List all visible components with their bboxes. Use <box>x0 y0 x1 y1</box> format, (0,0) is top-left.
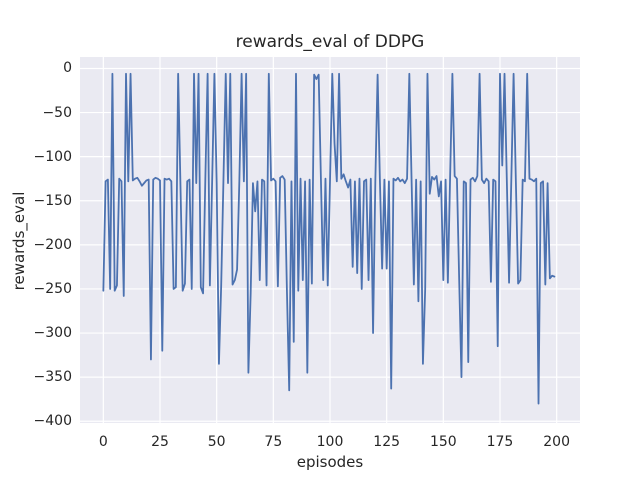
x-tick-label: 75 <box>264 434 283 450</box>
series-line <box>102 72 556 405</box>
x-tick-label: 175 <box>486 434 514 450</box>
x-tick-label: 150 <box>429 434 457 450</box>
y-tick-label: −250 <box>33 280 72 297</box>
x-tick-label: 25 <box>151 434 169 450</box>
plot-canvas <box>80 57 580 423</box>
y-tick-label: 0 <box>63 60 72 77</box>
y-tick-label: −100 <box>33 148 72 165</box>
y-tick-label: −200 <box>33 236 72 253</box>
x-tick-label: 100 <box>316 434 344 450</box>
y-tick-label: −300 <box>33 325 72 342</box>
x-axis-label: episodes <box>296 453 364 471</box>
x-tick-label: 50 <box>207 434 226 450</box>
chart-title: rewards_eval of DDPG <box>235 32 425 52</box>
x-tick-label: 125 <box>373 434 401 450</box>
y-tick-label: −400 <box>33 413 72 430</box>
plot-area <box>80 57 580 423</box>
y-tick-label: −50 <box>42 104 72 121</box>
x-tick-label: 200 <box>543 434 570 450</box>
x-tick-label: 0 <box>98 434 108 450</box>
y-tick-label: −350 <box>33 369 72 386</box>
y-tick-label: −150 <box>33 192 72 209</box>
